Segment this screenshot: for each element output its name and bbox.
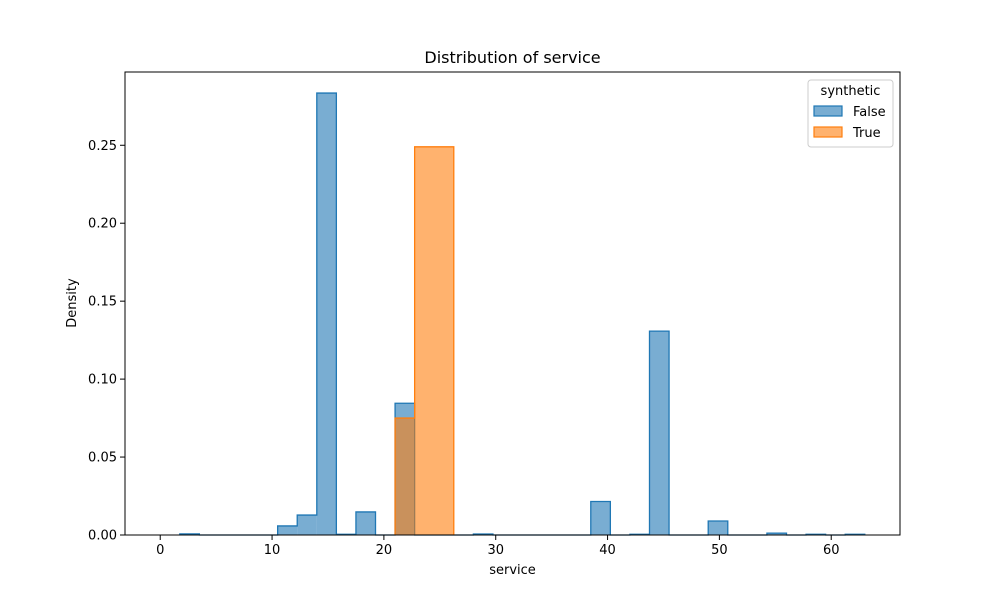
series-true — [394, 146, 455, 535]
y-tick-label: 0.10 — [88, 373, 117, 388]
histogram-bar — [297, 515, 317, 535]
x-tick-label: 0 — [156, 543, 164, 558]
histogram-bar — [395, 418, 415, 535]
y-tick-label: 0.05 — [88, 451, 117, 466]
x-axis-label: service — [489, 563, 536, 578]
x-tick-label: 20 — [376, 543, 393, 558]
histogram-bar — [708, 520, 728, 535]
y-tick-label: 0.15 — [88, 295, 117, 310]
y-tick-label: 0.20 — [88, 217, 117, 232]
legend-title: synthetic — [821, 84, 881, 99]
histogram-bar — [277, 525, 298, 535]
axes-layer: 0 10 20 30 40 50 60 0.00 0.05 0.10 0.15 0.20 0.25 — [88, 71, 901, 558]
y-axis-label: Density — [65, 278, 80, 328]
legend-entry-label: False — [853, 105, 886, 120]
histogram-bar — [649, 331, 670, 535]
legend-swatch — [813, 126, 843, 138]
x-tick-label: 40 — [599, 543, 616, 558]
x-tick-label: 50 — [711, 543, 728, 558]
histogram-bar — [590, 501, 611, 535]
series-outline — [394, 146, 455, 535]
plot-frame — [124, 71, 901, 536]
histogram-bar — [316, 93, 337, 535]
y-tick-label: 0.25 — [88, 139, 117, 154]
y-tick-label: 0.00 — [88, 529, 117, 544]
x-tick-label: 30 — [487, 543, 504, 558]
chart-title: Distribution of service — [424, 48, 600, 67]
legend-swatch — [813, 105, 843, 117]
histogram-bar — [355, 511, 376, 535]
legend-entry-label: True — [852, 126, 881, 141]
x-tick-label: 10 — [264, 543, 281, 558]
x-tick-label: 60 — [823, 543, 840, 558]
bars-layer — [179, 92, 866, 536]
legend: synthetic False True — [807, 79, 894, 148]
histogram-bar — [414, 146, 454, 535]
histogram-bar — [766, 533, 787, 535]
